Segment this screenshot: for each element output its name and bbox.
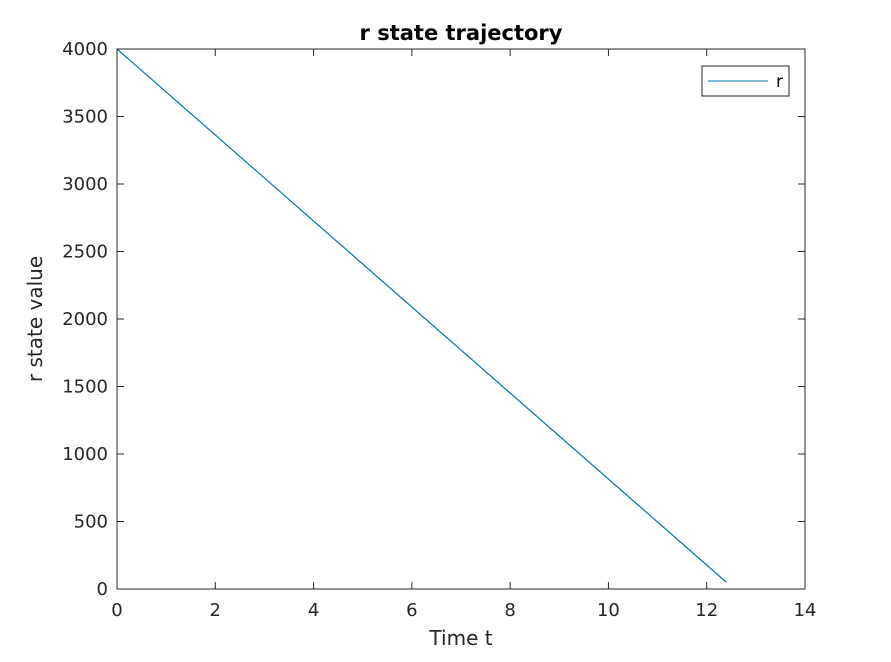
y-tick-label: 1000	[62, 444, 108, 465]
x-tick-label: 2	[210, 600, 221, 621]
y-axis-label: r state value	[23, 256, 47, 382]
y-tick-label: 2500	[62, 242, 108, 263]
x-tick-label: 4	[308, 600, 319, 621]
x-tick-label: 6	[406, 600, 417, 621]
y-tick-label: 3500	[62, 107, 108, 128]
legend[interactable]: r	[701, 65, 790, 97]
series-line-r	[116, 48, 727, 583]
x-tick-label: 14	[794, 600, 817, 621]
x-tick-label: 8	[504, 600, 515, 621]
y-tick-label: 3000	[62, 174, 108, 195]
tick-label-layer: 0 2 4 6 8 10 12 14 0 500 1000 1500 2000 2500 3000 3500 4…	[62, 39, 816, 621]
y-tick-label: 4000	[62, 39, 108, 60]
y-tick-label: 2000	[62, 309, 108, 330]
y-tick-label: 500	[74, 512, 108, 533]
x-tick-label: 12	[695, 600, 718, 621]
axes-box	[116, 48, 806, 590]
series-layer	[116, 48, 727, 583]
x-tick-label: 10	[597, 600, 620, 621]
chart-title: r state trajectory	[360, 21, 563, 45]
x-axis-label: Time t	[428, 626, 492, 650]
plot-area	[117, 49, 805, 589]
y-tick-label: 0	[97, 579, 108, 600]
legend-label-r: r	[776, 72, 783, 92]
x-tick-label: 0	[111, 600, 122, 621]
y-tick-label: 1500	[62, 377, 108, 398]
